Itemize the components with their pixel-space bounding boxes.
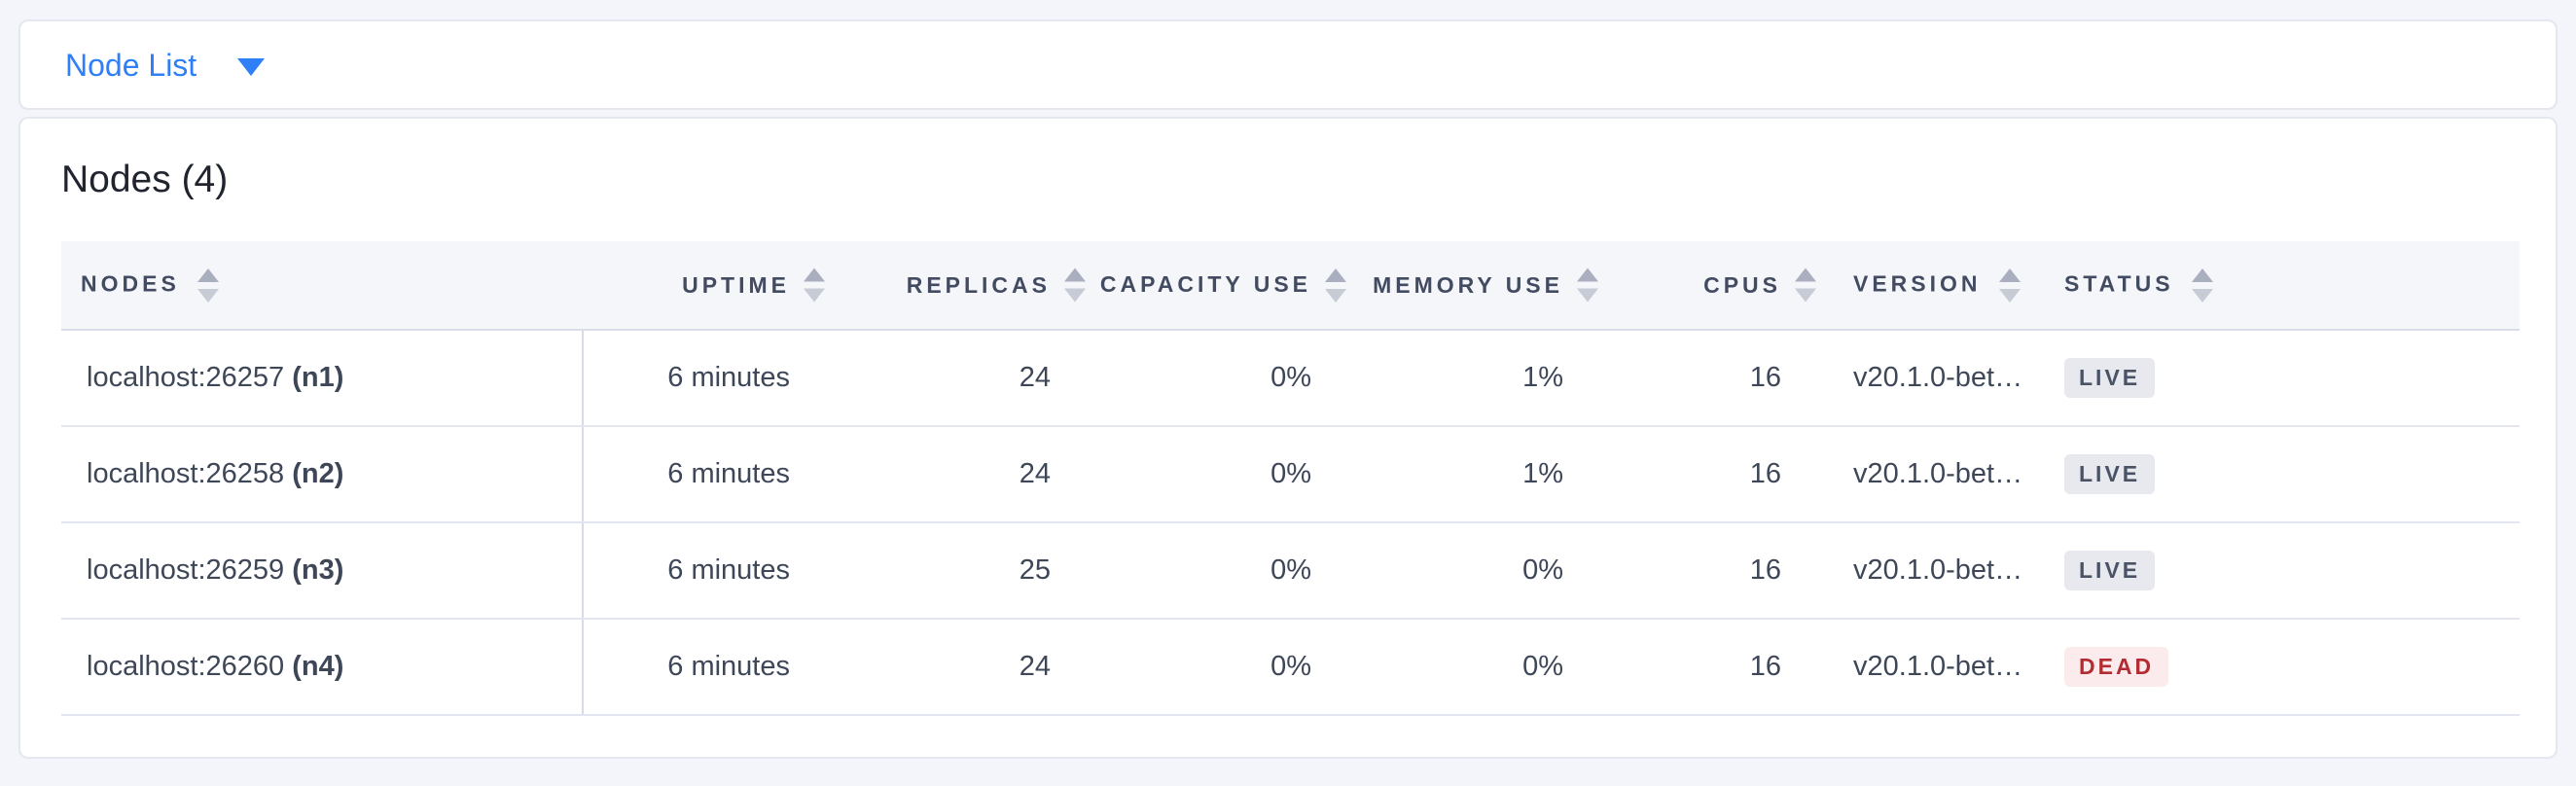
nodes-table: NODES UPTIME REPLICAS CAPACITY USE MEMORY US… [61,241,2520,716]
sort-arrows-icon [1577,268,1598,303]
memory-use-cell: 1% [1358,426,1610,523]
capacity-use-cell: 0% [1097,330,1358,427]
replicas-cell: 24 [837,426,1097,523]
status-badge: LIVE [2064,551,2156,590]
column-header-version[interactable]: VERSION [1828,241,2045,331]
node-link[interactable]: localhost:26257 (n1) [87,362,343,393]
node-address-cell: localhost:26257 (n1) [61,330,584,427]
column-header-capacity[interactable]: CAPACITY USE [1097,241,1358,331]
replicas-cell: 25 [837,522,1097,620]
uptime-cell: 6 minutes [583,522,837,620]
node-id: (n1) [292,362,344,393]
sort-arrows-icon [1998,268,2021,303]
table-row: localhost:26259 (n3) 6 minutes 25 0% 0% 16 v20… [61,522,2520,620]
view-dropdown[interactable]: Node List [65,47,266,83]
uptime-cell: 6 minutes [583,426,837,523]
column-header-label: VERSION [1853,270,1982,297]
node-link[interactable]: localhost:26258 (n2) [87,458,343,489]
table-body: localhost:26257 (n1) 6 minutes 24 0% 1% 16 v20… [61,330,2520,716]
chevron-down-icon [237,57,266,76]
column-header-label: NODES [81,270,180,297]
column-header-label: UPTIME [682,271,790,298]
version-cell: v20.1.0-bet… [1828,330,2045,427]
sort-arrows-icon [197,268,219,303]
column-header-label: CPUS [1703,271,1781,298]
capacity-use-cell: 0% [1097,619,1358,716]
column-header-cpus[interactable]: CPUS [1610,241,1828,331]
table-row: localhost:26258 (n2) 6 minutes 24 0% 1% 16 v20… [61,426,2520,523]
uptime-cell: 6 minutes [583,330,837,427]
node-id: (n4) [292,651,344,682]
version-cell: v20.1.0-bet… [1828,619,2045,716]
node-address: localhost:26260 [87,651,285,682]
status-cell: DEAD [2045,619,2520,716]
cpus-cell: 16 [1610,426,1828,523]
status-cell: LIVE [2045,426,2520,523]
table-row: localhost:26257 (n1) 6 minutes 24 0% 1% 16 v20… [61,330,2520,427]
status-cell: LIVE [2045,330,2520,427]
page: Node List Nodes (4) NODES UPTIME REPLICAS C… [18,19,2558,759]
status-badge: LIVE [2064,454,2156,494]
status-badge: LIVE [2064,358,2156,398]
sort-arrows-icon [804,268,825,303]
nodes-card: Nodes (4) NODES UPTIME REPLICAS CAPACITY US… [18,117,2558,759]
version-cell: v20.1.0-bet… [1828,426,2045,523]
cpus-cell: 16 [1610,330,1828,427]
table-header-row: NODES UPTIME REPLICAS CAPACITY USE MEMORY US… [61,241,2520,331]
node-link[interactable]: localhost:26260 (n4) [87,651,343,682]
table-row: localhost:26260 (n4) 6 minutes 24 0% 0% 16 v20… [61,619,2520,716]
node-id: (n2) [292,458,344,489]
column-header-nodes[interactable]: NODES [61,241,583,331]
column-header-label: MEMORY USE [1373,271,1563,298]
column-header-status[interactable]: STATUS [2045,241,2520,331]
capacity-use-cell: 0% [1097,426,1358,523]
memory-use-cell: 1% [1358,330,1610,427]
column-header-uptime[interactable]: UPTIME [583,241,837,331]
cpus-cell: 16 [1610,522,1828,620]
replicas-cell: 24 [837,619,1097,716]
replicas-cell: 24 [837,330,1097,427]
column-header-label: STATUS [2064,270,2174,297]
uptime-cell: 6 minutes [583,619,837,716]
capacity-use-cell: 0% [1097,522,1358,620]
node-id: (n3) [292,554,344,586]
status-cell: LIVE [2045,522,2520,620]
memory-use-cell: 0% [1358,522,1610,620]
column-header-label: REPLICAS [906,271,1051,298]
sort-arrows-icon [1064,268,1086,303]
node-address-cell: localhost:26259 (n3) [61,522,584,620]
column-header-memory[interactable]: MEMORY USE [1358,241,1610,331]
cpus-cell: 16 [1610,619,1828,716]
column-header-replicas[interactable]: REPLICAS [837,241,1097,331]
node-address-cell: localhost:26260 (n4) [61,619,584,716]
page-title: Nodes (4) [61,159,229,200]
node-address: localhost:26259 [87,554,285,586]
memory-use-cell: 0% [1358,619,1610,716]
view-selector-bar: Node List [18,19,2558,110]
view-dropdown-label: Node List [65,47,197,83]
sort-arrows-icon [1325,268,1346,303]
node-address: localhost:26258 [87,458,285,489]
node-address-cell: localhost:26258 (n2) [61,426,584,523]
version-cell: v20.1.0-bet… [1828,522,2045,620]
column-header-label: CAPACITY USE [1099,271,1311,298]
status-badge: DEAD [2064,647,2169,687]
sort-arrows-icon [1795,268,1816,303]
node-address: localhost:26257 [87,362,285,393]
sort-arrows-icon [2191,268,2213,303]
node-link[interactable]: localhost:26259 (n3) [87,554,343,586]
